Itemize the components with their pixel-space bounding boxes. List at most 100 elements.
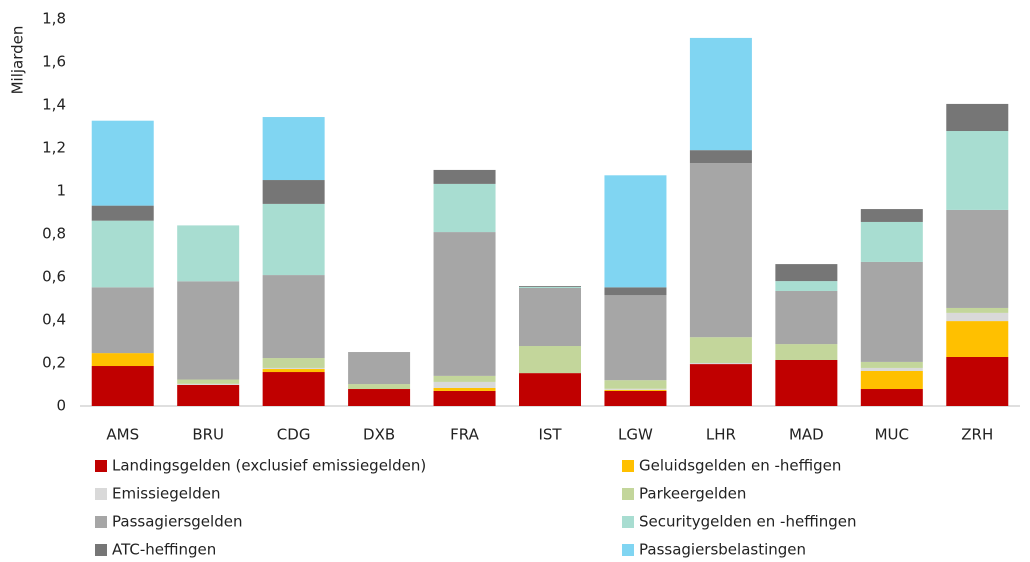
y-tick-label: 0,8 — [42, 225, 66, 243]
bar-segment — [348, 352, 411, 385]
x-tick-label: LHR — [706, 426, 736, 444]
bar-segment — [689, 363, 752, 365]
y-tick-label: 0 — [56, 397, 66, 415]
bar-segment — [91, 220, 154, 288]
bar-segment — [519, 287, 581, 347]
bar-segment — [433, 169, 496, 184]
bar-segment — [946, 103, 1009, 132]
bar-segment — [433, 232, 496, 376]
legend-label: Passagiersbelastingen — [639, 541, 806, 559]
bar-segment — [519, 286, 581, 287]
bar-segment — [262, 275, 325, 359]
y-tick-label: 1 — [56, 182, 66, 200]
bar-segment — [860, 370, 923, 390]
bar-segment — [689, 364, 752, 406]
bar-segment — [689, 150, 752, 164]
bar-segment — [775, 264, 838, 282]
bar-segment — [604, 388, 667, 390]
bar-segment — [689, 37, 752, 151]
bar-segment — [860, 209, 923, 222]
y-tick-label: 0,4 — [42, 311, 66, 329]
bar-segment — [775, 359, 838, 406]
bar-segment — [91, 205, 154, 221]
y-axis-label: Miljarden — [9, 26, 27, 95]
x-tick-label: CDG — [277, 426, 311, 444]
legend-label: Geluidsgelden en -heffigen — [639, 457, 841, 475]
bar-segment — [91, 353, 154, 367]
x-tick-label: AMS — [106, 426, 139, 444]
bar-segment — [775, 290, 838, 345]
bar-segment — [262, 367, 325, 370]
bar-segment — [519, 373, 581, 406]
bar-segment — [177, 379, 240, 384]
x-tick-label: DXB — [363, 426, 395, 444]
legend-label: Emissiegelden — [112, 485, 220, 503]
legend-label: Passagiersgelden — [112, 513, 242, 531]
bar-segment — [604, 295, 667, 381]
bar-segment — [177, 281, 240, 380]
bar-segment — [775, 344, 838, 360]
legend-label: Parkeergelden — [639, 485, 746, 503]
bar-segment — [177, 383, 240, 385]
bar-segment — [519, 346, 581, 374]
bar-segment — [860, 361, 923, 368]
bar-segment — [91, 287, 154, 354]
bar-segment — [775, 281, 838, 291]
bar-segment — [860, 261, 923, 362]
x-tick-label: BRU — [192, 426, 224, 444]
x-tick-label: MUC — [875, 426, 909, 444]
bar-segment — [348, 384, 411, 390]
bar-segment — [604, 287, 667, 296]
legend-swatch — [622, 516, 634, 528]
bar-segment — [946, 321, 1009, 357]
legend-swatch — [622, 544, 634, 556]
bar-segment — [262, 372, 325, 406]
bar-segment — [262, 117, 325, 181]
legend-swatch — [95, 460, 107, 472]
bar-segment — [91, 366, 154, 406]
bar-segment — [262, 203, 325, 276]
bar-segment — [946, 356, 1009, 406]
x-tick-label: MAD — [789, 426, 824, 444]
legend-swatch — [95, 488, 107, 500]
bar-segment — [946, 307, 1009, 313]
legend-swatch — [95, 544, 107, 556]
bar-segment — [433, 375, 496, 382]
bar-segment — [860, 367, 923, 371]
y-tick-label: 1,2 — [42, 139, 66, 157]
x-tick-label: FRA — [450, 426, 479, 444]
bar-segment — [91, 120, 154, 206]
bar-segment — [177, 225, 240, 282]
x-tick-label: IST — [538, 426, 562, 444]
bar-segment — [262, 180, 325, 204]
bar-segment — [860, 389, 923, 406]
bar-segment — [519, 286, 581, 288]
legend-label: ATC-heffingen — [112, 541, 216, 559]
bar-segment — [860, 221, 923, 262]
y-tick-label: 0,6 — [42, 268, 66, 286]
legend-swatch — [622, 460, 634, 472]
bar-segment — [177, 384, 240, 406]
y-tick-label: 1,8 — [42, 10, 66, 28]
y-tick-label: 1,4 — [42, 96, 66, 114]
bar-segment — [433, 381, 496, 388]
bar-segment — [262, 358, 325, 368]
bar-segment — [946, 209, 1009, 308]
bar-segment — [689, 337, 752, 363]
bar-segment — [946, 312, 1009, 322]
bar-segment — [604, 175, 667, 288]
bar-segment — [946, 131, 1009, 210]
bar-segment — [433, 390, 496, 406]
y-tick-label: 0,2 — [42, 354, 66, 372]
bar-segment — [433, 387, 496, 391]
bar-segment — [262, 369, 325, 373]
bar-segment — [689, 163, 752, 338]
legend-swatch — [95, 516, 107, 528]
bar-segment — [433, 183, 496, 233]
bar-segment — [348, 389, 411, 406]
y-tick-label: 1,6 — [42, 53, 66, 71]
bar-segment — [604, 389, 667, 391]
bar-segment — [604, 390, 667, 406]
legend-label: Securitygelden en -heffingen — [639, 513, 856, 531]
